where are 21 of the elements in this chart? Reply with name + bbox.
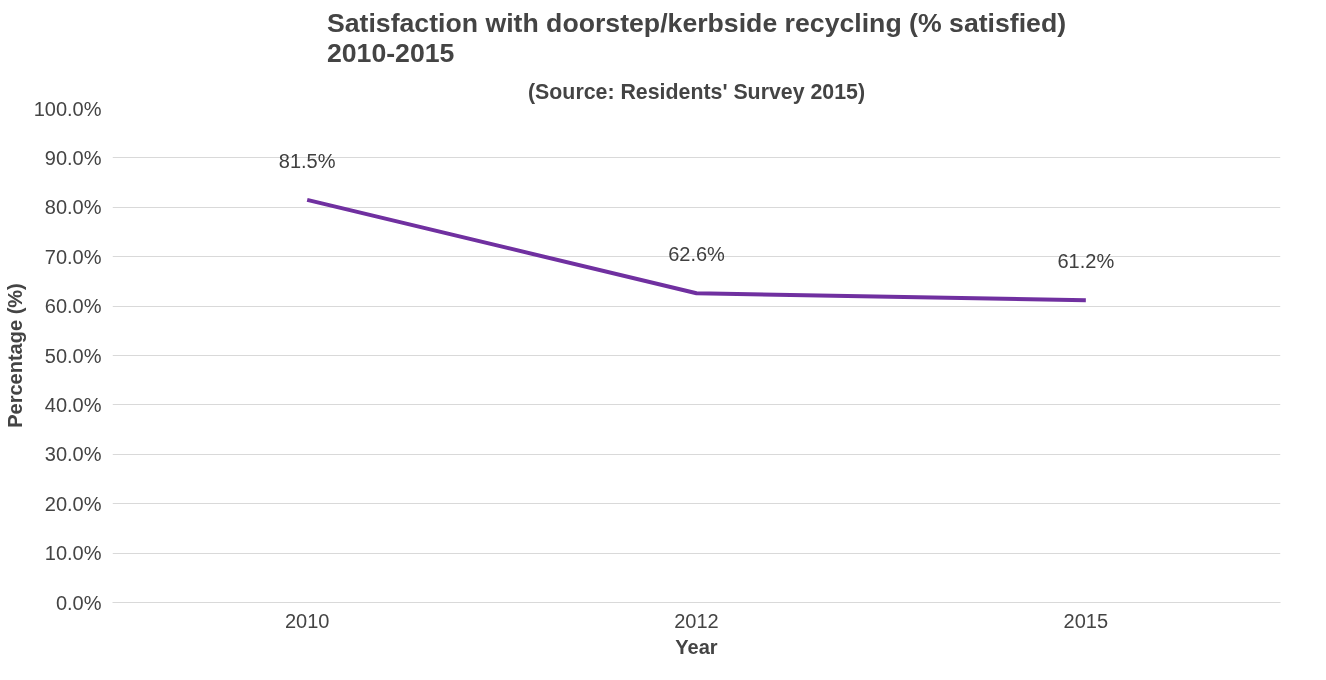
x-tick-label: 2012 — [674, 609, 719, 632]
y-tick-label: 100.0% — [33, 97, 102, 120]
y-tick-label: 0.0% — [55, 591, 102, 614]
y-tick-label: 60.0% — [44, 295, 102, 318]
x-tick-label: 2010 — [284, 609, 330, 632]
data-label: 81.5% — [278, 149, 336, 172]
y-tick-label: 10.0% — [44, 542, 102, 565]
y-tick-label: 90.0% — [44, 146, 102, 169]
chart-subtitle: (Source: Residents' Survey 2015) — [528, 79, 865, 104]
y-tick-label: 40.0% — [44, 393, 102, 416]
y-tick-label: 80.0% — [44, 196, 102, 219]
y-tick-label: 20.0% — [44, 492, 102, 515]
y-tick-label: 70.0% — [44, 245, 102, 268]
data-label: 62.6% — [668, 243, 726, 266]
data-label: 61.2% — [1057, 250, 1115, 273]
chart-title: Satisfaction with doorstep/kerbside recycling (% satisfied) 2010-2015 — [326, 7, 1067, 68]
x-tick-label: 2015 — [1063, 609, 1109, 632]
x-axis-title: Year — [675, 635, 718, 658]
y-tick-label: 50.0% — [44, 344, 102, 367]
y-axis-title: Percentage (%) — [3, 283, 26, 428]
y-tick-label: 30.0% — [44, 443, 102, 466]
